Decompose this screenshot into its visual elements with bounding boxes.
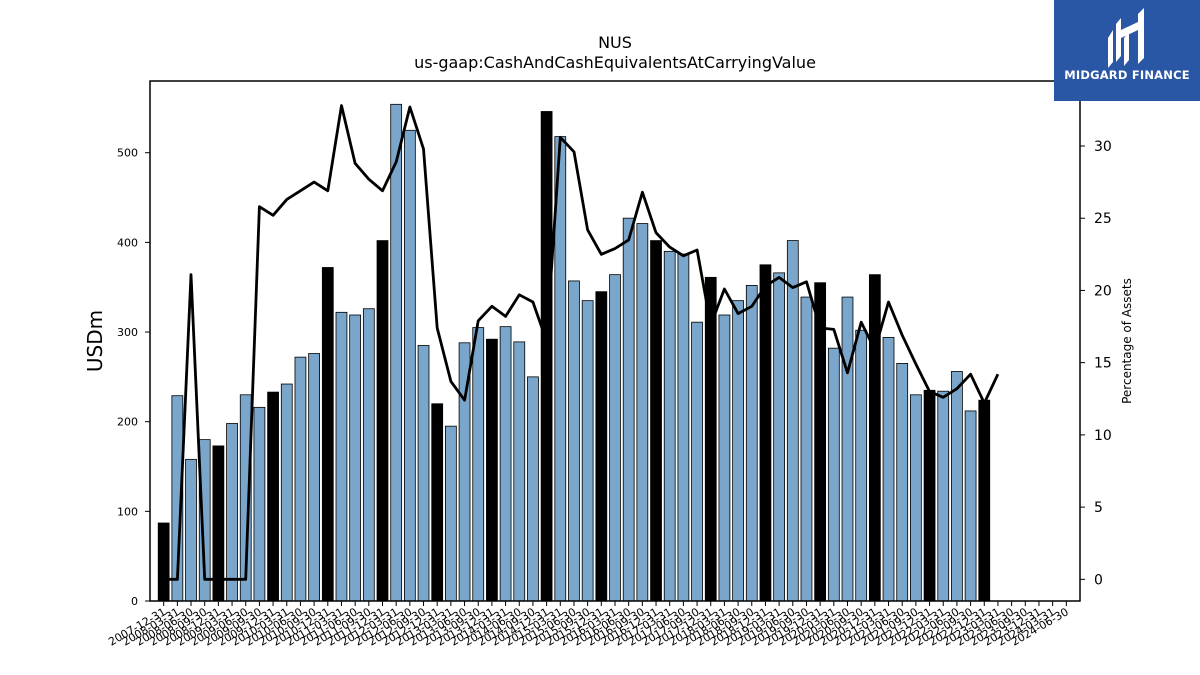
bar-2013-03-31 xyxy=(445,425,457,602)
bar-2019-06-30 xyxy=(786,240,799,602)
bar-2021-12-31 xyxy=(923,389,936,602)
bar-2015-12-31 xyxy=(595,291,608,602)
bar-2012-06-30 xyxy=(403,129,416,602)
bar-2019-09-30 xyxy=(800,296,813,602)
bar-2015-06-30 xyxy=(568,280,580,602)
y2-tick-label: 25 xyxy=(1094,211,1112,227)
bar-2014-12-31 xyxy=(540,111,553,602)
bar-2022-12-31 xyxy=(978,399,991,602)
bar-2021-03-31 xyxy=(882,337,895,602)
bar-2015-09-30 xyxy=(581,300,594,602)
bar-2009-09-30 xyxy=(253,406,266,602)
bar-2016-09-30 xyxy=(636,223,649,602)
bar-2007-12-31 xyxy=(157,522,170,602)
bar-2012-03-31 xyxy=(390,103,403,602)
y-tick-label: 100 xyxy=(117,505,138,518)
bar-2011-12-31 xyxy=(376,240,389,602)
bar-2014-06-30 xyxy=(513,341,526,602)
bar-2016-03-31 xyxy=(609,274,621,602)
bar-2021-09-30 xyxy=(910,394,922,602)
pct-assets-line xyxy=(163,104,1000,581)
y-tick-label: 500 xyxy=(117,147,138,160)
bar-2020-06-30 xyxy=(841,296,854,602)
y2-tick-label: 5 xyxy=(1094,500,1103,516)
bar-2010-03-31 xyxy=(280,383,293,602)
bar-2016-06-30 xyxy=(622,217,635,602)
logo-mark-icon xyxy=(1108,8,1144,68)
bar-2019-03-31 xyxy=(773,272,785,602)
bar-2014-03-31 xyxy=(499,326,512,602)
y2-tick-label: 15 xyxy=(1094,356,1112,372)
chart-subtitle: us-gaap:CashAndCashEquivalentsAtCarrying… xyxy=(414,53,816,72)
bar-2022-06-30 xyxy=(951,371,963,602)
bar-2017-09-30 xyxy=(691,321,703,602)
bar-2010-09-30 xyxy=(308,353,320,602)
bar-2008-12-31 xyxy=(212,445,225,602)
logo-wordmark: MIDGARD FINANCE xyxy=(1064,68,1190,82)
brand-logo: MIDGARD FINANCE xyxy=(1054,0,1200,101)
bar-2021-06-30 xyxy=(896,363,909,602)
y-tick-label: 200 xyxy=(117,416,138,429)
bar-2008-06-30 xyxy=(185,458,197,602)
bar-2018-06-30 xyxy=(732,300,744,602)
bar-2017-06-30 xyxy=(677,253,690,602)
y2-tick-label: 10 xyxy=(1094,428,1112,444)
y2-tick-label: 0 xyxy=(1094,572,1103,588)
bar-2012-09-30 xyxy=(417,345,430,602)
bar-2009-12-31 xyxy=(267,391,279,602)
bar-2017-03-31 xyxy=(663,250,676,602)
bar-2010-12-31 xyxy=(321,267,334,602)
bar-2016-12-31 xyxy=(650,240,662,602)
bar-2012-12-31 xyxy=(431,403,444,602)
bar-2018-09-30 xyxy=(745,285,758,602)
bar-2013-12-31 xyxy=(486,338,498,602)
bar-2018-03-31 xyxy=(718,314,731,602)
bar-2010-06-30 xyxy=(294,356,307,602)
bar-2020-12-31 xyxy=(868,274,881,602)
bar-2022-09-30 xyxy=(964,410,977,602)
y-tick-label: 300 xyxy=(117,326,138,339)
bar-2020-03-31 xyxy=(827,347,840,602)
y2-tick-label: 30 xyxy=(1094,139,1112,155)
bar-2013-09-30 xyxy=(472,327,485,602)
y-axis-label: USDm xyxy=(83,310,107,372)
bar-2022-03-31 xyxy=(937,390,950,602)
chart-title: NUS xyxy=(598,33,632,52)
bar-2009-03-31 xyxy=(226,423,238,602)
bar-2011-09-30 xyxy=(362,308,375,602)
bar-2019-12-31 xyxy=(814,282,827,602)
bar-2011-06-30 xyxy=(349,314,362,602)
bar-2011-03-31 xyxy=(335,311,348,602)
y2-tick-label: 20 xyxy=(1094,283,1112,299)
y-tick-label: 400 xyxy=(117,236,138,249)
bar-2018-12-31 xyxy=(759,264,772,602)
y-tick-label: 0 xyxy=(131,595,138,608)
bar-2020-09-30 xyxy=(855,329,868,602)
bar-2014-09-30 xyxy=(527,376,539,602)
y2-axis-label: Percentage of Assets xyxy=(1120,278,1134,404)
